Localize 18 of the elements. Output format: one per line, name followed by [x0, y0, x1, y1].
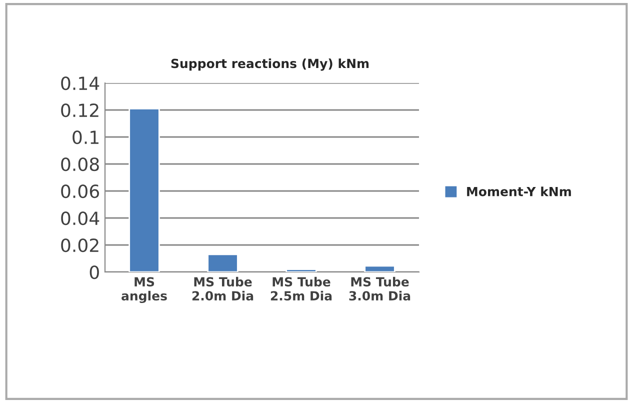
y-tick-label: 0.14 [61, 76, 100, 90]
x-tick-label: MS Tube 3.0m Dia [349, 276, 410, 301]
bar [286, 268, 317, 272]
y-tick-label: 0 [90, 265, 99, 280]
x-tick-label: MS Tube 2.5m Dia [270, 276, 332, 301]
y-tick-label: 0.12 [61, 103, 98, 118]
y-tick-label: 0.1 [72, 130, 98, 144]
y-tick-label: 0.06 [61, 184, 99, 198]
x-tick-label: MS Tube 2.0m Dia [192, 276, 254, 301]
y-tick-label: 0.02 [61, 238, 98, 252]
bar [128, 108, 160, 272]
chart-title: Support reactions (My) kNm [171, 58, 369, 71]
y-tick-label: 0.08 [61, 157, 99, 172]
x-tick-label: MS angles [122, 277, 167, 304]
bar [207, 254, 238, 272]
bar [364, 265, 396, 272]
y-tick-label: 0.04 [61, 211, 100, 226]
legend-label: Moment-Y kNm [467, 186, 571, 196]
